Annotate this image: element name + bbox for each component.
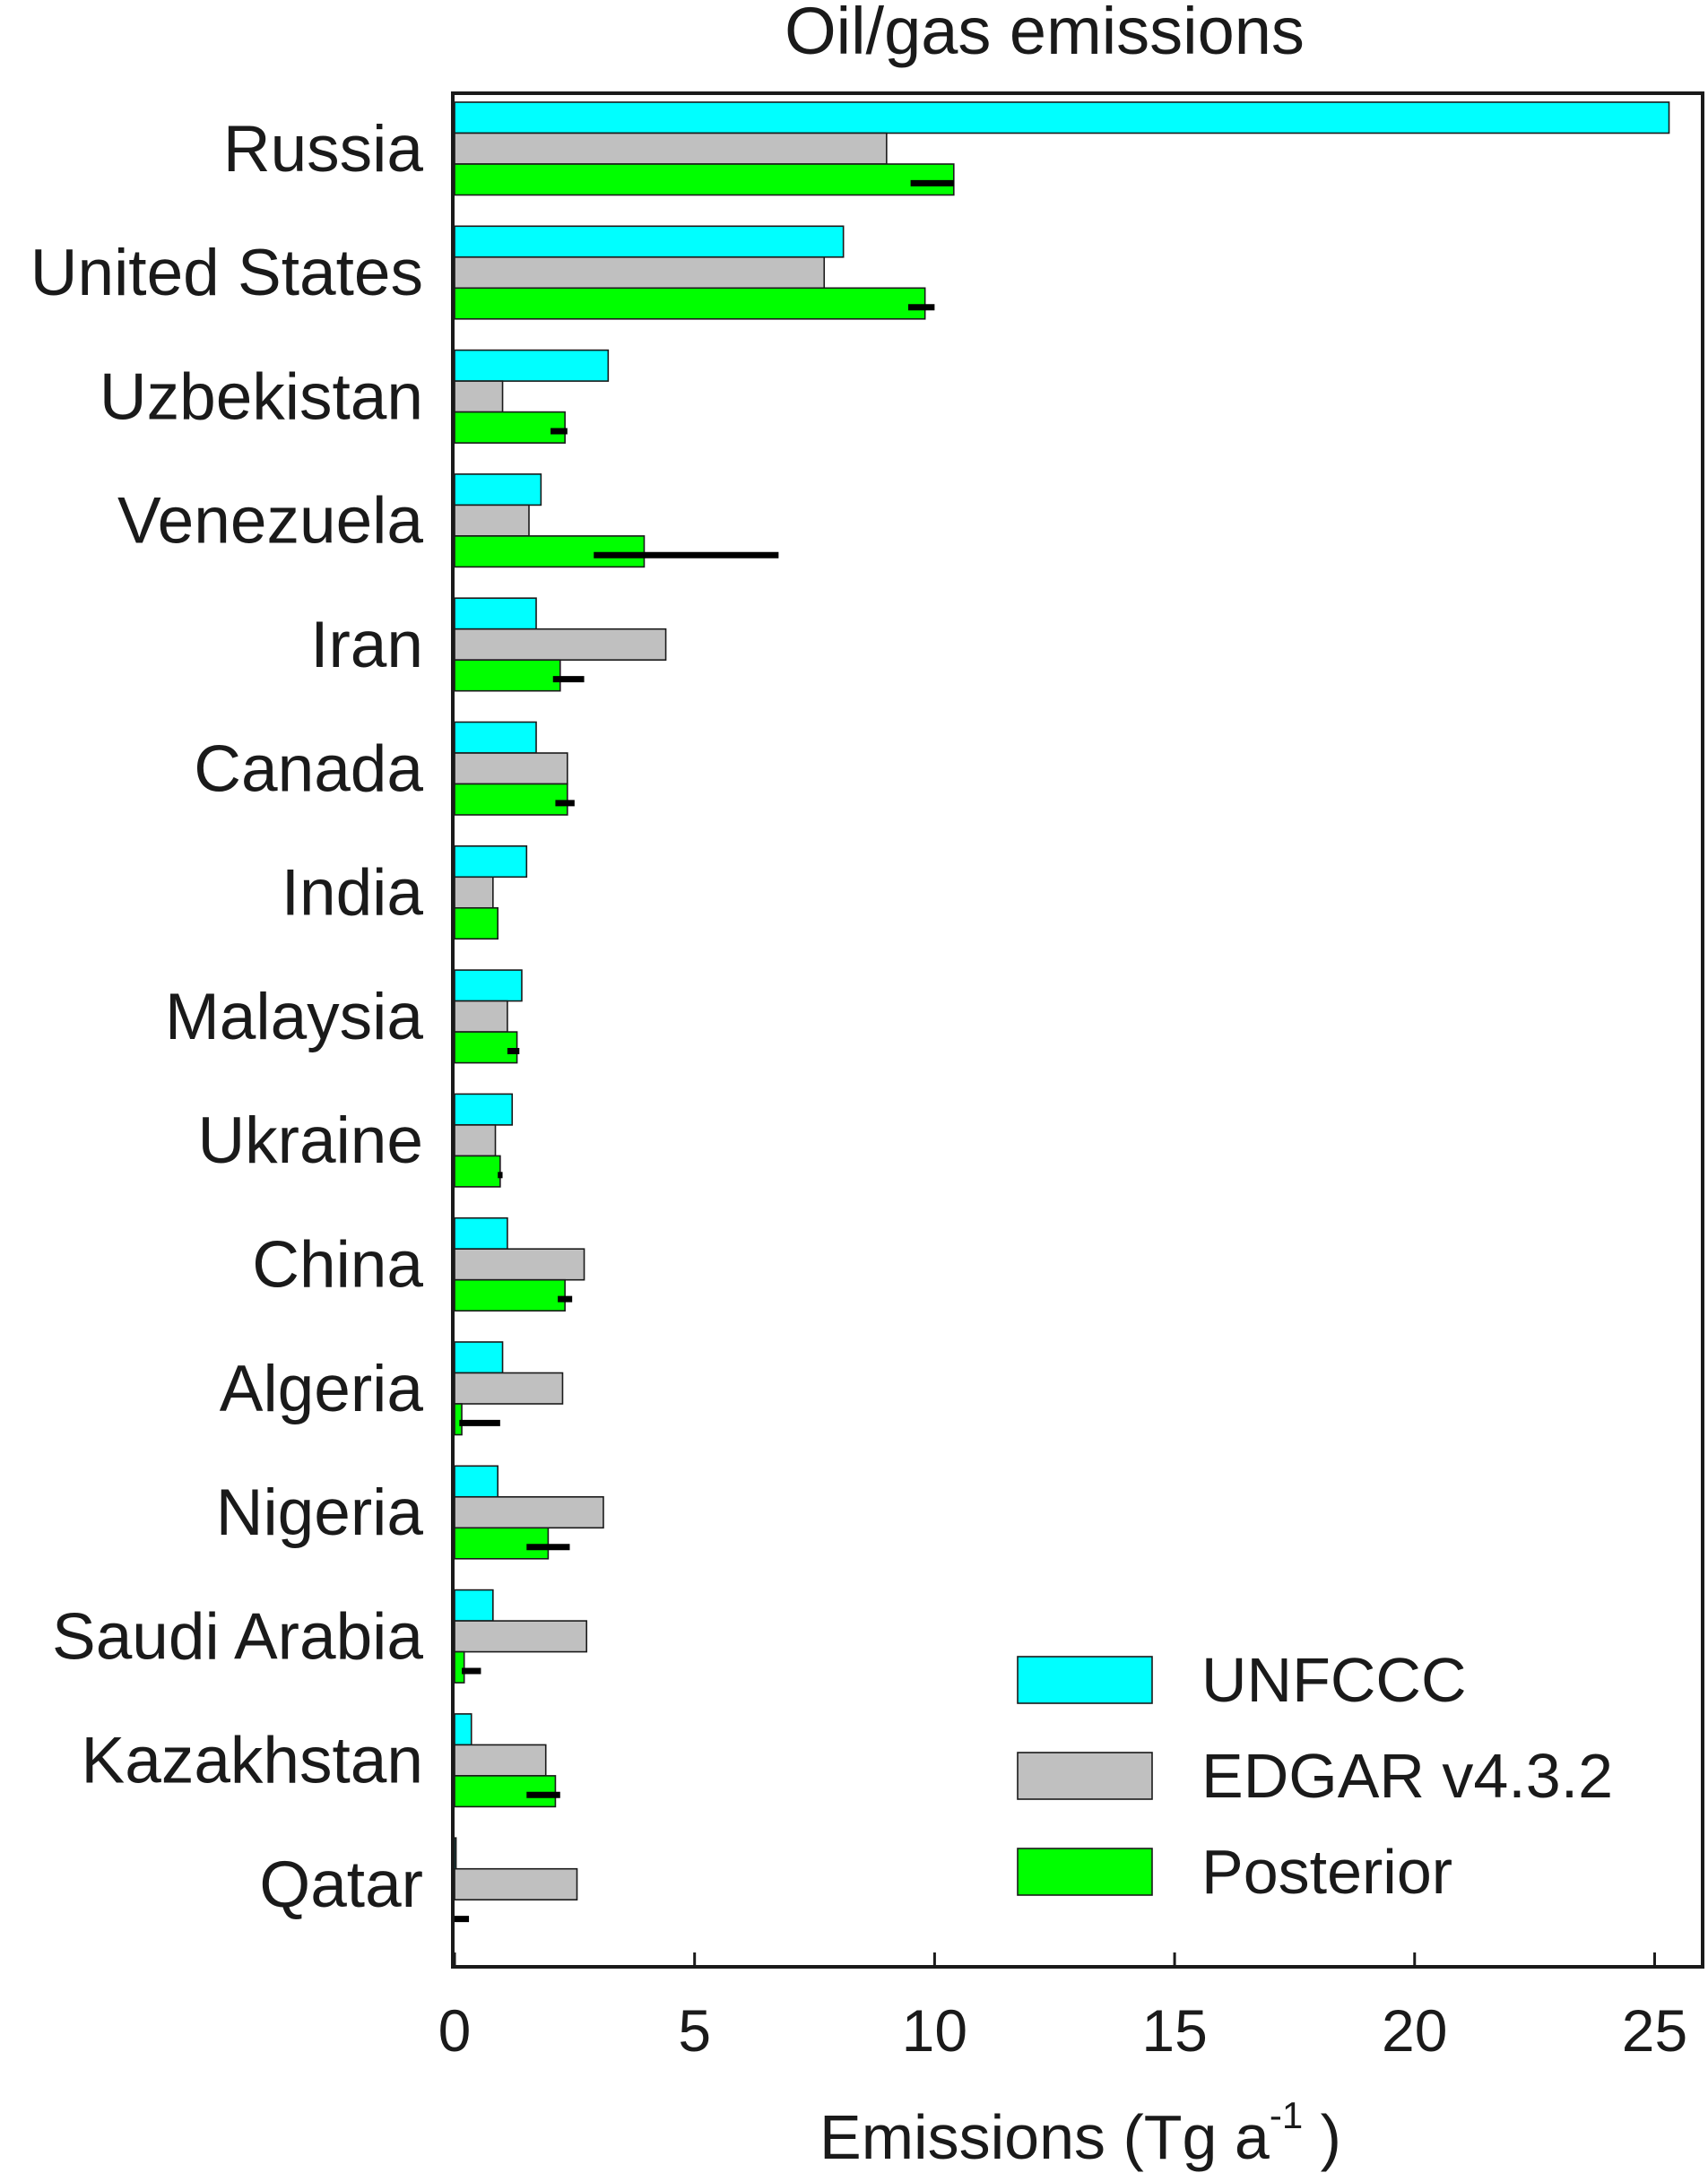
bar-unfccc-kazakhstan — [454, 1713, 473, 1746]
x-axis-title-superscript: -1 — [1270, 2094, 1303, 2136]
bar-edgar-v4-3-2-canada — [454, 752, 568, 785]
bar-edgar-v4-3-2-nigeria — [454, 1496, 604, 1529]
legend: UNFCCC EDGAR v4.3.2 Posterior — [1017, 1645, 1613, 1907]
category-label-saudi-arabia: Saudi Arabia — [52, 1600, 423, 1673]
bar-posterior-russia — [454, 163, 955, 196]
bars-layer — [454, 101, 1670, 1923]
x-axis-title: Emissions (Tg a-1 ) — [819, 2094, 1341, 2172]
bar-edgar-v4-3-2-china — [454, 1248, 585, 1281]
category-label-uzbekistan: Uzbekistan — [100, 360, 423, 433]
bar-posterior-kazakhstan — [454, 1775, 557, 1808]
legend-label-posterior: Posterior — [1201, 1837, 1452, 1907]
category-label-kazakhstan: Kazakhstan — [82, 1725, 423, 1797]
legend-swatch-posterior — [1017, 1848, 1153, 1896]
bar-edgar-v4-3-2-saudi-arabia — [454, 1620, 588, 1653]
bar-edgar-v4-3-2-iran — [454, 628, 667, 662]
bar-unfccc-venezuela — [454, 473, 542, 506]
bar-edgar-v4-3-2-united-states — [454, 255, 826, 290]
bar-unfccc-ukraine — [454, 1093, 514, 1126]
bar-posterior-india — [454, 906, 499, 940]
bar-unfccc-russia — [454, 101, 1670, 134]
category-label-india: India — [282, 857, 424, 930]
category-label-qatar: Qatar — [259, 1848, 423, 1921]
bar-edgar-v4-3-2-algeria — [454, 1372, 564, 1405]
bar-unfccc-india — [454, 844, 528, 879]
category-label-united-states: United States — [30, 237, 423, 309]
chart-title: Oil/gas emissions — [785, 0, 1305, 68]
bar-posterior-china — [454, 1278, 566, 1312]
bar-posterior-united-states — [454, 287, 926, 320]
category-labels: Russia United States Uzbekistan Venezuela Ir… — [30, 113, 424, 1921]
x-axis-title-suffix: ) — [1303, 2102, 1341, 2172]
bar-edgar-v4-3-2-russia — [454, 132, 888, 165]
plot-frame — [451, 91, 1704, 1969]
bar-edgar-v4-3-2-malaysia — [454, 1000, 508, 1033]
category-label-iran: Iran — [310, 609, 423, 681]
bar-unfccc-china — [454, 1216, 508, 1250]
bar-unfccc-iran — [454, 597, 537, 630]
bar-unfccc-uzbekistan — [454, 349, 610, 382]
category-label-russia: Russia — [223, 113, 424, 186]
bar-unfccc-qatar — [454, 1837, 457, 1870]
x-axis: 0 5 10 15 20 25 — [438, 1952, 1687, 2064]
bar-unfccc-canada — [454, 721, 537, 754]
legend-label-edgar-v4-3-2: EDGAR v4.3.2 — [1201, 1741, 1613, 1811]
bar-posterior-uzbekistan — [454, 411, 566, 444]
category-label-venezuela: Venezuela — [117, 485, 423, 558]
bar-unfccc-united-states — [454, 225, 845, 258]
bar-unfccc-nigeria — [454, 1465, 499, 1498]
legend-swatch-unfccc — [1017, 1656, 1153, 1704]
bar-edgar-v4-3-2-india — [454, 876, 494, 909]
bar-edgar-v4-3-2-venezuela — [454, 504, 530, 537]
category-label-ukraine: Ukraine — [197, 1104, 423, 1177]
category-label-malaysia: Malaysia — [165, 981, 423, 1053]
bar-posterior-saudi-arabia — [454, 1650, 465, 1684]
x-tick-label-10: 10 — [902, 1997, 967, 2064]
bar-edgar-v4-3-2-kazakhstan — [454, 1744, 547, 1777]
bar-unfccc-malaysia — [454, 969, 523, 1002]
x-tick-label-20: 20 — [1382, 1997, 1447, 2064]
bar-edgar-v4-3-2-ukraine — [454, 1124, 497, 1157]
x-tick-label-0: 0 — [438, 1997, 472, 2064]
bar-posterior-iran — [454, 659, 561, 692]
bar-edgar-v4-3-2-qatar — [454, 1867, 578, 1900]
category-label-nigeria: Nigeria — [216, 1476, 424, 1549]
x-axis-title-main: Emissions (Tg a — [819, 2102, 1270, 2172]
x-tick-label-15: 15 — [1141, 1997, 1207, 2064]
category-label-china: China — [252, 1228, 423, 1301]
bar-unfccc-saudi-arabia — [454, 1589, 494, 1622]
bar-posterior-ukraine — [454, 1155, 501, 1188]
x-tick-label-5: 5 — [678, 1997, 711, 2064]
category-label-canada: Canada — [194, 732, 423, 805]
bar-posterior-nigeria — [454, 1527, 550, 1560]
bar-edgar-v4-3-2-uzbekistan — [454, 380, 504, 413]
legend-swatch-edgar-v4-3-2 — [1017, 1752, 1153, 1800]
bar-posterior-algeria — [454, 1403, 463, 1436]
bar-posterior-malaysia — [454, 1031, 518, 1064]
bar-posterior-canada — [454, 783, 568, 816]
legend-label-unfccc: UNFCCC — [1201, 1645, 1467, 1715]
x-tick-label-25: 25 — [1622, 1997, 1687, 2064]
category-label-algeria: Algeria — [220, 1353, 424, 1425]
bar-unfccc-algeria — [454, 1341, 504, 1374]
bar-posterior-venezuela — [454, 535, 646, 568]
